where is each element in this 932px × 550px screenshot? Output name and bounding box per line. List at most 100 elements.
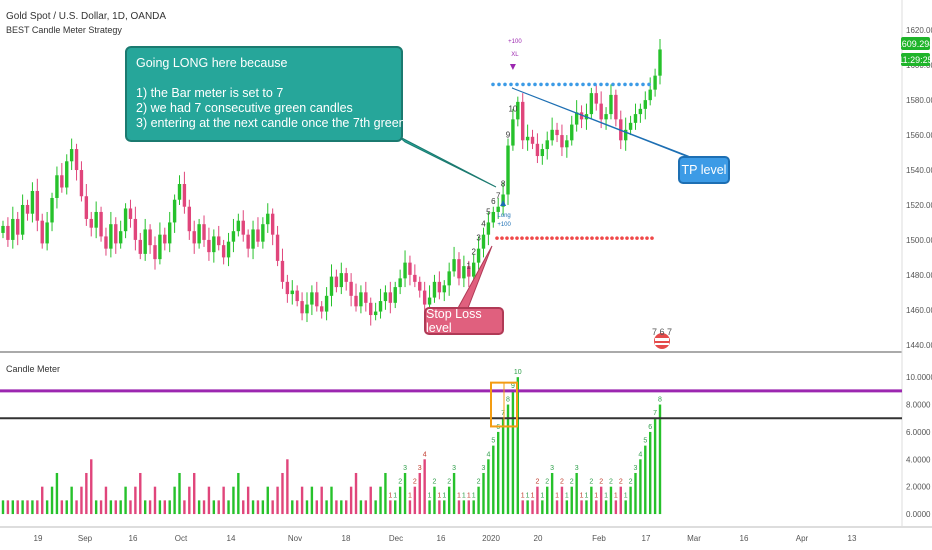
price-axis-label: 1520.000	[906, 201, 932, 210]
candle-body	[516, 101, 520, 120]
long-arrow-icon	[500, 200, 507, 206]
candle-body	[285, 281, 290, 295]
meter-bar	[188, 486, 191, 515]
meter-count-label: 3	[418, 465, 422, 472]
meter-bar	[90, 459, 93, 515]
meter-bar	[648, 431, 652, 515]
long-entry-callout: Going LONG here because 1) the Bar meter…	[125, 46, 472, 142]
candle-body	[462, 266, 466, 279]
meter-bar	[246, 486, 250, 515]
meter-bar	[379, 486, 382, 515]
candle-body	[231, 231, 236, 242]
meter-bar	[139, 472, 142, 515]
sl-dot	[600, 236, 604, 240]
meter-bar	[11, 500, 15, 515]
meter-count-label: 4	[638, 451, 642, 458]
sl-dot	[575, 236, 579, 240]
meter-count-label: 4	[486, 451, 490, 458]
meter-count-label: 1	[521, 492, 525, 499]
sl-dot	[645, 236, 649, 240]
meter-count-label: 1	[540, 492, 544, 499]
streak-count-label: 8	[501, 179, 506, 188]
candle-body	[148, 229, 152, 246]
candle-body	[261, 224, 265, 242]
time-axis-label: Mar	[687, 534, 701, 543]
meter-count-label: 1	[594, 492, 598, 499]
candle-body	[383, 292, 388, 302]
candle-body	[378, 301, 383, 312]
meter-bar	[590, 486, 593, 515]
meter-bar	[452, 472, 456, 515]
candle-body	[65, 161, 69, 188]
meter-count-label: 8	[658, 397, 662, 404]
meter-bar	[232, 486, 235, 515]
candle-body	[177, 184, 182, 200]
meter-bar	[413, 486, 417, 515]
meter-bar	[6, 500, 10, 515]
time-axis-label: 18	[342, 534, 351, 543]
candle-body	[369, 302, 373, 316]
meter-bar	[310, 486, 314, 515]
meter-bar	[482, 472, 485, 515]
meter-count-label: 1	[467, 492, 471, 499]
sl-dot	[630, 236, 634, 240]
meter-bar	[31, 500, 34, 515]
candle-body	[481, 234, 486, 249]
meter-count-label: 3	[403, 465, 407, 472]
meter-bar	[599, 486, 603, 515]
strategy-title: BEST Candle Meter Strategy	[6, 25, 122, 35]
candle-body	[589, 93, 594, 115]
callout-line: 2) we had 7 consecutive green candles	[136, 101, 353, 115]
meter-bar	[467, 500, 470, 515]
event-counts: 7 6 7	[652, 327, 673, 337]
candle-body	[20, 204, 25, 235]
meter-bar	[80, 486, 83, 515]
sl-dot	[545, 236, 549, 240]
meter-bar	[526, 500, 529, 515]
candle-body	[109, 224, 113, 249]
meter-bar	[1, 500, 5, 515]
tp-dot	[563, 82, 567, 87]
meter-bar	[462, 500, 466, 515]
candle-body	[270, 213, 275, 235]
meter-count-label: 3	[575, 465, 579, 472]
tp-dot	[533, 82, 537, 87]
tp-dot	[551, 82, 555, 87]
sl-dot	[540, 236, 544, 240]
candle-body	[418, 281, 422, 291]
meter-bar	[242, 500, 245, 515]
candle-body	[11, 218, 15, 240]
candle-body	[128, 208, 133, 219]
sl-dot	[525, 236, 529, 240]
candle-body	[16, 218, 20, 235]
candle-body	[565, 140, 569, 148]
tp-dot	[497, 82, 501, 87]
candle-body	[364, 292, 368, 303]
tp-level-callout: TP level	[678, 156, 730, 184]
sl-dot	[590, 236, 594, 240]
candle-body	[236, 220, 241, 232]
streak-count-label: 5	[486, 207, 491, 216]
meter-bar	[423, 459, 426, 515]
meter-count-label: 2	[535, 479, 539, 486]
meter-bar	[26, 500, 29, 515]
symbol-title: Gold Spot / U.S. Dollar, 1D, OANDA	[6, 11, 167, 22]
candle-body	[251, 229, 255, 249]
candle-body	[403, 262, 407, 279]
candle-body	[241, 220, 245, 235]
candle-body	[623, 129, 628, 141]
candle-body	[315, 292, 319, 307]
meter-count-label: 6	[648, 424, 652, 431]
time-axis-label: 14	[227, 534, 236, 543]
candle-body	[447, 271, 451, 286]
streak-count-label: 1	[467, 262, 472, 271]
tp-dot	[527, 82, 531, 87]
meter-bar	[536, 486, 539, 515]
tp-dot	[611, 82, 615, 87]
time-axis-label: Nov	[288, 534, 302, 543]
price-axis-label: 1620.000	[906, 26, 932, 35]
meter-bar	[65, 500, 68, 515]
candle-body	[280, 260, 285, 282]
sl-dot	[640, 236, 644, 240]
candle-body	[40, 220, 44, 244]
